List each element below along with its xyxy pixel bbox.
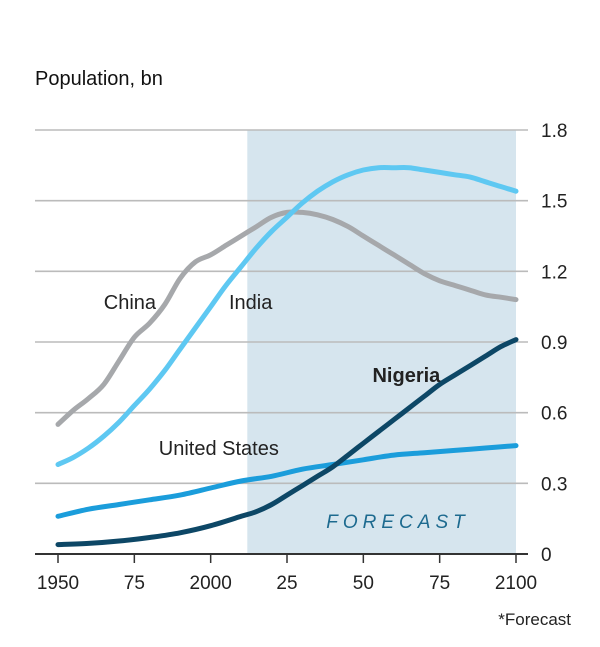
series-line-nigeria	[55, 337, 519, 548]
series-labels: China India United States Nigeria	[104, 292, 441, 460]
series-line-china	[55, 209, 519, 427]
y-tick-label: 0.3	[541, 474, 567, 495]
gridlines: 0 0.3 0.6 0.9 1.2 1.5 1.8	[35, 121, 567, 566]
series-label-india: India	[229, 292, 273, 314]
x-tick-label: 75	[124, 573, 145, 594]
y-tick-label: 0.9	[541, 333, 567, 354]
x-tick-label: 1950	[37, 573, 79, 594]
series-line-india	[55, 165, 519, 467]
x-tick-label: 50	[353, 573, 374, 594]
series-label-united-states: United States	[159, 438, 279, 460]
x-tick-label: 2000	[190, 573, 232, 594]
series-line-united-states	[55, 443, 519, 519]
y-tick-label: 1.8	[541, 121, 567, 142]
forecast-footnote: *Forecast	[498, 610, 571, 629]
series-label-china: China	[104, 292, 157, 314]
y-tick-label: 0	[541, 545, 552, 566]
x-tick-label: 75	[429, 573, 450, 594]
x-tick-label: 2100	[495, 573, 537, 594]
series-label-nigeria: Nigeria	[372, 365, 441, 387]
forecast-label: FORECAST	[326, 512, 469, 533]
series-lines	[55, 165, 519, 548]
axes: 1950 75 2000 25 50 75 2100	[35, 553, 537, 594]
x-tick-label: 25	[276, 573, 297, 594]
chart-title: Population, bn	[35, 68, 163, 90]
y-tick-label: 1.2	[541, 262, 567, 283]
y-tick-label: 0.6	[541, 404, 567, 425]
y-tick-label: 1.5	[541, 192, 567, 213]
